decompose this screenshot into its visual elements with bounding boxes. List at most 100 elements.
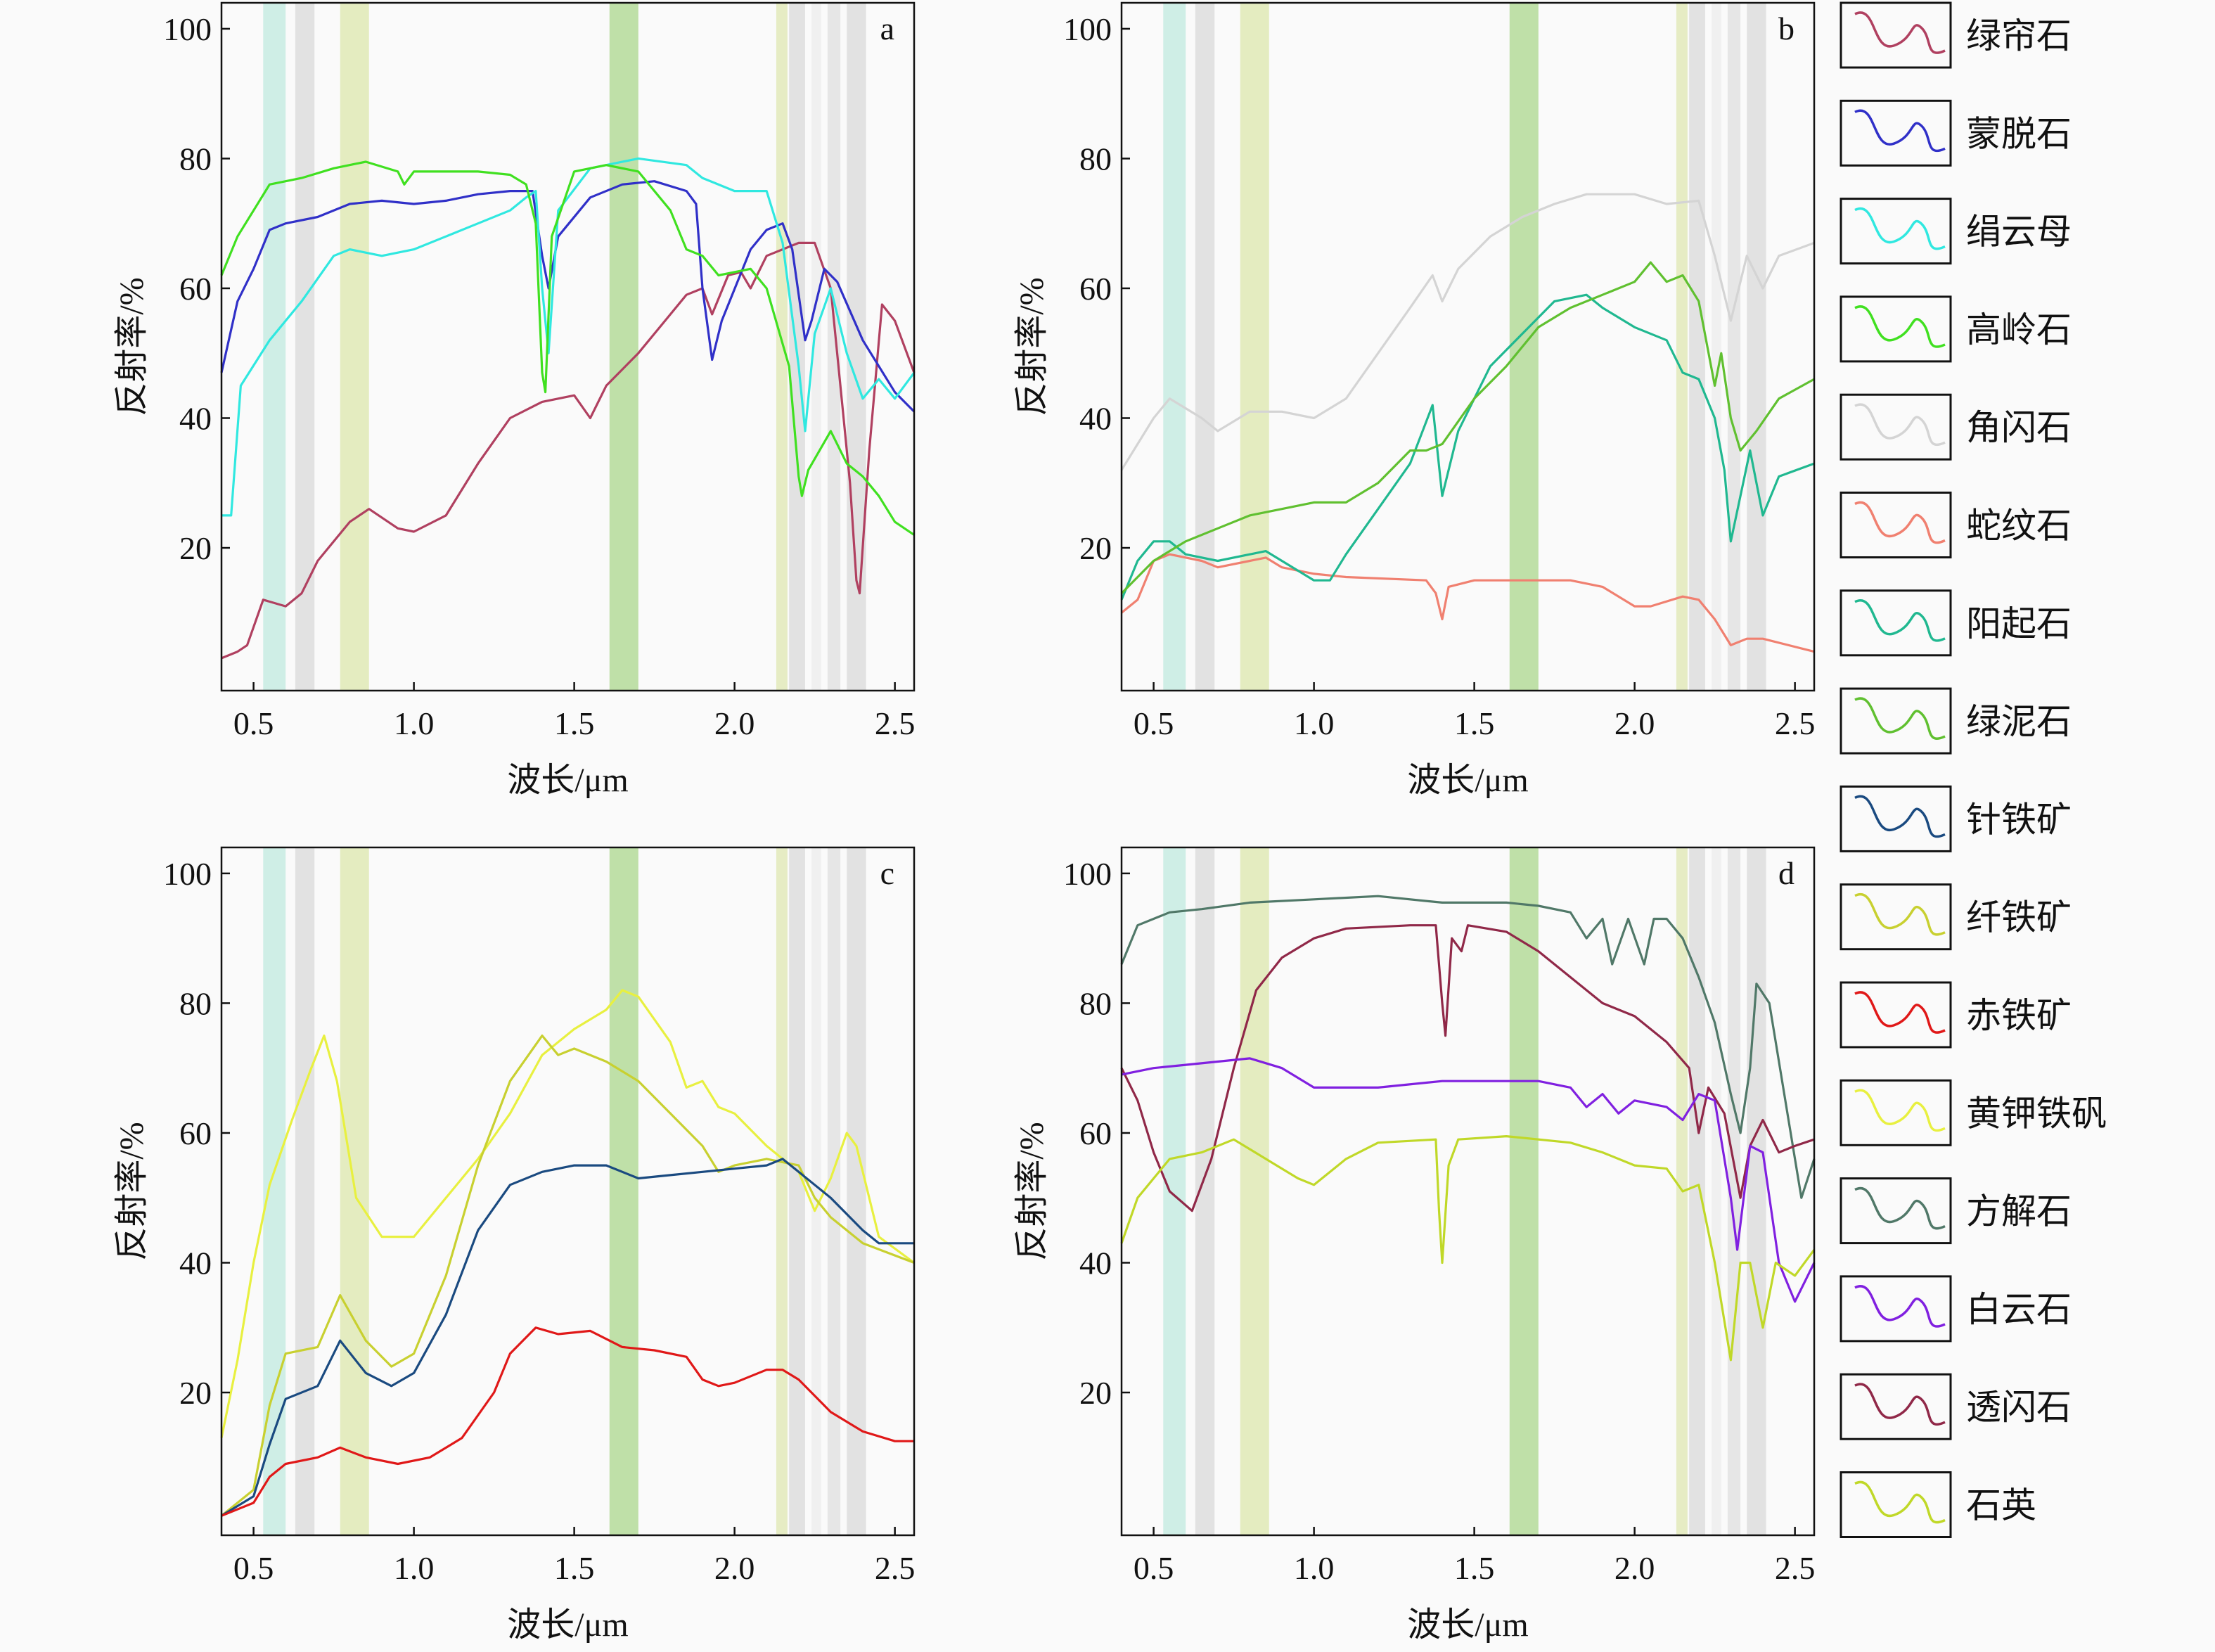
plot-area [222, 847, 914, 1535]
panel-d: 20 40 60 80 100 0.5 1.0 1.5 2.0 2.5 波长/μm 反射率/% d [1013, 846, 1816, 1644]
absorption-band [1240, 847, 1269, 1535]
legend-label: 针铁矿 [1966, 800, 2072, 839]
absorption-band [295, 847, 315, 1535]
panel-label: d [1778, 855, 1795, 891]
x-tick-label: 1.0 [394, 1550, 435, 1586]
series-line-绿泥石 [1120, 261, 1815, 594]
absorption-band [340, 3, 369, 691]
legend-swatch-line [1854, 598, 1946, 642]
plot-area [222, 3, 914, 691]
x-tick-label: 1.5 [554, 705, 595, 741]
panel-label: b [1778, 11, 1795, 46]
x-axis-label: 波长/μm [1407, 762, 1528, 799]
legend-label: 纤铁矿 [1966, 898, 2072, 937]
absorption-band [1163, 3, 1186, 691]
y-tick-label: 100 [163, 11, 212, 47]
absorption-band [827, 847, 841, 1535]
legend-item: 高岭石 [1840, 295, 2072, 363]
x-tick-label: 2.0 [714, 705, 755, 741]
absorption-band [847, 847, 866, 1535]
legend-item: 透闪石 [1840, 1373, 2072, 1440]
legend-swatch-line [1854, 1383, 1946, 1426]
x-axis-label: 波长/μm [1407, 1606, 1528, 1644]
absorption-band [1240, 3, 1269, 691]
panel-b: 20 40 60 80 100 0.5 1.0 1.5 2.0 2.5 波长/μm 反射率/% b [1013, 1, 1816, 799]
absorption-band [776, 3, 788, 691]
legend-swatch-line [1854, 109, 1946, 153]
legend-item: 蛇纹石 [1840, 492, 2072, 558]
legend-item: 角闪石 [1840, 393, 2072, 461]
y-tick-label: 80 [1079, 985, 1112, 1021]
absorption-band [1676, 3, 1688, 691]
y-tick-label: 40 [1079, 400, 1112, 436]
x-axis-label: 波长/μm [507, 1606, 628, 1644]
legend-label: 绿帘石 [1966, 16, 2072, 56]
legend-item: 白云石 [1840, 1275, 2072, 1343]
legend-swatch-line [1854, 305, 1946, 348]
absorption-band [1163, 847, 1186, 1535]
absorption-band [1712, 3, 1721, 691]
legend-item: 纤铁矿 [1840, 883, 2072, 951]
absorption-band [811, 3, 821, 691]
legend-label: 白云石 [1966, 1290, 2072, 1329]
absorption-band [1747, 3, 1766, 691]
plot-frame [220, 1, 916, 692]
y-axis-label: 反射率/% [1013, 1122, 1051, 1260]
legend-label: 角闪石 [1966, 408, 2072, 447]
y-tick-label: 40 [179, 1245, 212, 1281]
x-tick-label: 1.0 [1294, 1550, 1335, 1586]
series-line-黄钾铁矾 [220, 989, 915, 1438]
series-line-高岭石 [220, 160, 915, 536]
legend-swatch-line [1854, 697, 1946, 740]
absorption-band [1509, 847, 1539, 1535]
plot-area [1122, 847, 1814, 1535]
legend-item: 方解石 [1840, 1177, 2072, 1245]
legend-swatch-line [1854, 1186, 1946, 1230]
legend-label: 阳起石 [1966, 604, 2072, 643]
absorption-band [811, 847, 821, 1535]
absorption-band [609, 847, 638, 1535]
y-tick-label: 20 [1079, 530, 1112, 566]
series-line-针铁矿 [221, 1158, 914, 1517]
legend-swatch-box [1840, 1471, 1952, 1538]
legend-item: 蒙脱石 [1840, 99, 2072, 167]
absorption-band [1509, 3, 1539, 691]
legend-label: 绿泥石 [1966, 702, 2072, 741]
y-tick-label: 80 [1079, 141, 1112, 177]
absorption-band [1689, 847, 1705, 1535]
y-tick-label: 60 [179, 271, 212, 307]
legend-item: 针铁矿 [1840, 785, 2072, 852]
x-tick-label: 0.5 [233, 1550, 274, 1586]
legend-label: 高岭石 [1966, 310, 2072, 350]
legend-label: 黄钾铁矾 [1966, 1094, 2107, 1133]
y-tick-label: 100 [163, 856, 212, 892]
legend-label: 蛇纹石 [1966, 506, 2072, 546]
x-tick-label: 2.5 [1775, 1550, 1816, 1586]
x-tick-label: 1.5 [1454, 705, 1495, 741]
y-tick-label: 60 [179, 1115, 212, 1151]
legend-label: 透闪石 [1966, 1388, 2072, 1427]
x-tick-label: 2.0 [1614, 705, 1655, 741]
y-tick-label: 20 [179, 530, 212, 566]
plot-area [1122, 3, 1814, 691]
x-tick-label: 2.5 [875, 705, 916, 741]
series-line-透闪石 [1120, 924, 1815, 1212]
x-tick-label: 1.0 [394, 705, 435, 741]
y-tick-label: 60 [1079, 1115, 1112, 1151]
legend-item: 绿帘石 [1840, 1, 2072, 69]
legend-label: 赤铁矿 [1966, 996, 2072, 1035]
x-tick-label: 0.5 [1134, 705, 1174, 741]
series-line-角闪石 [1120, 193, 1815, 471]
plot-frame [220, 846, 916, 1537]
plot-frame [1120, 1, 1816, 692]
legend-item: 阳起石 [1840, 589, 2072, 657]
legend-swatch-line [1854, 892, 1946, 936]
legend-label: 绢云母 [1966, 212, 2072, 252]
legend-item: 石英 [1840, 1471, 2036, 1538]
plot-frame [1120, 846, 1816, 1537]
series-line-方解石 [1120, 895, 1816, 1199]
series-line-赤铁矿 [221, 1326, 914, 1517]
y-tick-label: 60 [1079, 271, 1112, 307]
absorption-band [847, 3, 866, 691]
